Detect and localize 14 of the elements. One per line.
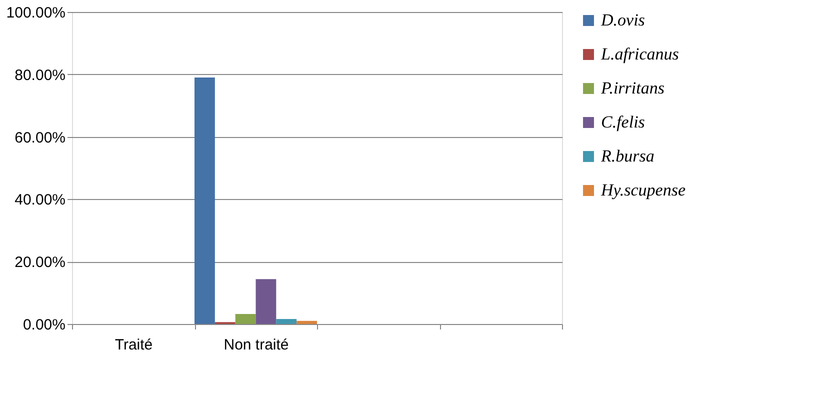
x-tick-label: Traité — [114, 336, 153, 354]
y-tick-label: 60.00% — [14, 129, 66, 146]
y-tick-label: 20.00% — [14, 254, 66, 272]
legend-label: D.ovis — [600, 10, 646, 30]
legend-label: P.irritans — [600, 78, 665, 98]
legend-label: R.bursa — [600, 146, 654, 166]
legend-label: Hy.scupense — [600, 180, 686, 200]
legend-label: L.africanus — [600, 44, 680, 64]
y-tick-label: 40.00% — [14, 192, 66, 209]
y-tick-label: 100.00% — [6, 4, 66, 22]
x-tick-label: Non traité — [224, 336, 289, 354]
legend-label: C.felis — [601, 112, 646, 132]
y-tick-label: 0.00% — [22, 316, 66, 334]
y-tick-label: 80.00% — [14, 66, 66, 84]
